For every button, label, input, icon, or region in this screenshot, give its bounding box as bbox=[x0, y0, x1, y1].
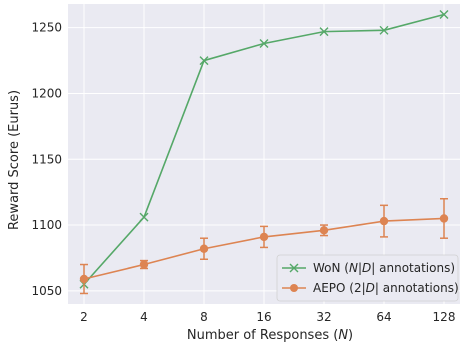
data-point bbox=[439, 10, 449, 20]
legend-box bbox=[276, 254, 459, 302]
x-axis-label: Number of Responses (N) bbox=[187, 328, 353, 343]
x-tick-label: 4 bbox=[140, 310, 148, 324]
y-tick-label: 1250 bbox=[31, 21, 62, 35]
data-point bbox=[139, 212, 149, 222]
grid bbox=[68, 4, 460, 304]
legend-aepo-marker bbox=[290, 284, 298, 292]
x-tick-label: 2 bbox=[80, 310, 88, 324]
legend-won-label: WoN (N|D| annotations) bbox=[313, 261, 455, 275]
y-ticks: 1050 1100 1150 1200 1250 bbox=[31, 21, 62, 298]
data-point bbox=[379, 25, 389, 35]
x-tick-label: 128 bbox=[433, 310, 456, 324]
data-point bbox=[439, 214, 449, 223]
y-tick-label: 1050 bbox=[31, 284, 62, 298]
x-tick-label: 64 bbox=[376, 310, 391, 324]
y-axis-label: Reward Score (Eurus) bbox=[7, 90, 22, 230]
x-tick-label: 8 bbox=[200, 310, 208, 324]
series-aepo bbox=[79, 197, 449, 295]
data-point bbox=[139, 260, 149, 269]
series-layer bbox=[79, 10, 449, 295]
legend-aepo-label: AEPO (2|D| annotations) bbox=[313, 281, 459, 295]
data-point bbox=[199, 56, 209, 66]
y-tick-label: 1150 bbox=[31, 152, 62, 166]
x-tick-label: 16 bbox=[256, 310, 271, 324]
data-point bbox=[259, 38, 269, 48]
x-ticks: 2 4 8 16 32 64 128 bbox=[80, 310, 455, 324]
data-point bbox=[379, 216, 389, 226]
legend-won-marker bbox=[289, 263, 299, 273]
y-tick-label: 1200 bbox=[31, 86, 62, 100]
data-point bbox=[319, 27, 329, 37]
x-tick-label: 32 bbox=[316, 310, 331, 324]
data-point bbox=[79, 274, 89, 284]
data-point bbox=[319, 226, 329, 235]
data-point bbox=[199, 244, 209, 253]
legend: WoN (N|D| annotations) AEPO (2|D| annota… bbox=[276, 254, 459, 302]
data-point bbox=[259, 232, 269, 242]
y-tick-label: 1100 bbox=[31, 218, 62, 232]
